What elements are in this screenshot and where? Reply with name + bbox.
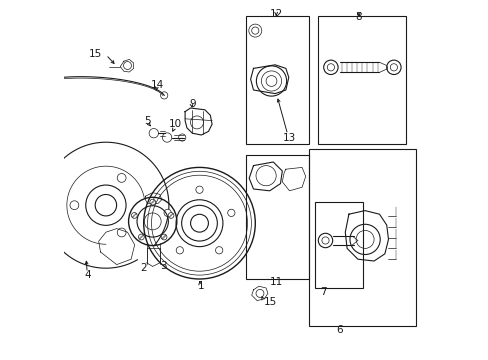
Circle shape bbox=[196, 186, 203, 193]
Circle shape bbox=[95, 194, 116, 216]
Circle shape bbox=[149, 199, 155, 205]
Text: 13: 13 bbox=[282, 132, 296, 143]
Circle shape bbox=[161, 234, 166, 240]
Circle shape bbox=[176, 247, 183, 254]
Circle shape bbox=[227, 209, 235, 216]
Text: 1: 1 bbox=[198, 281, 204, 291]
Text: 5: 5 bbox=[143, 116, 150, 126]
Bar bbox=[246, 155, 309, 279]
Bar bbox=[309, 149, 415, 326]
Text: 14: 14 bbox=[150, 80, 163, 90]
Text: 9: 9 bbox=[188, 99, 195, 109]
Text: 8: 8 bbox=[355, 12, 362, 22]
Bar bbox=[314, 202, 363, 288]
Circle shape bbox=[168, 212, 174, 218]
Text: 11: 11 bbox=[270, 276, 283, 287]
Text: 6: 6 bbox=[336, 325, 343, 336]
Circle shape bbox=[21, 83, 28, 90]
Circle shape bbox=[215, 247, 223, 254]
Text: 4: 4 bbox=[84, 270, 91, 280]
Bar bbox=[246, 16, 309, 144]
Circle shape bbox=[190, 214, 208, 232]
Circle shape bbox=[163, 209, 171, 216]
Text: 12: 12 bbox=[269, 9, 282, 19]
Text: 3: 3 bbox=[160, 261, 166, 271]
Circle shape bbox=[160, 92, 167, 99]
Bar bbox=[318, 16, 406, 144]
Text: 15: 15 bbox=[88, 49, 102, 59]
Text: 2: 2 bbox=[140, 263, 147, 273]
Text: 7: 7 bbox=[320, 287, 326, 297]
Circle shape bbox=[138, 234, 144, 240]
Text: 15: 15 bbox=[264, 297, 277, 307]
Circle shape bbox=[131, 212, 137, 218]
Text: 10: 10 bbox=[168, 119, 182, 129]
